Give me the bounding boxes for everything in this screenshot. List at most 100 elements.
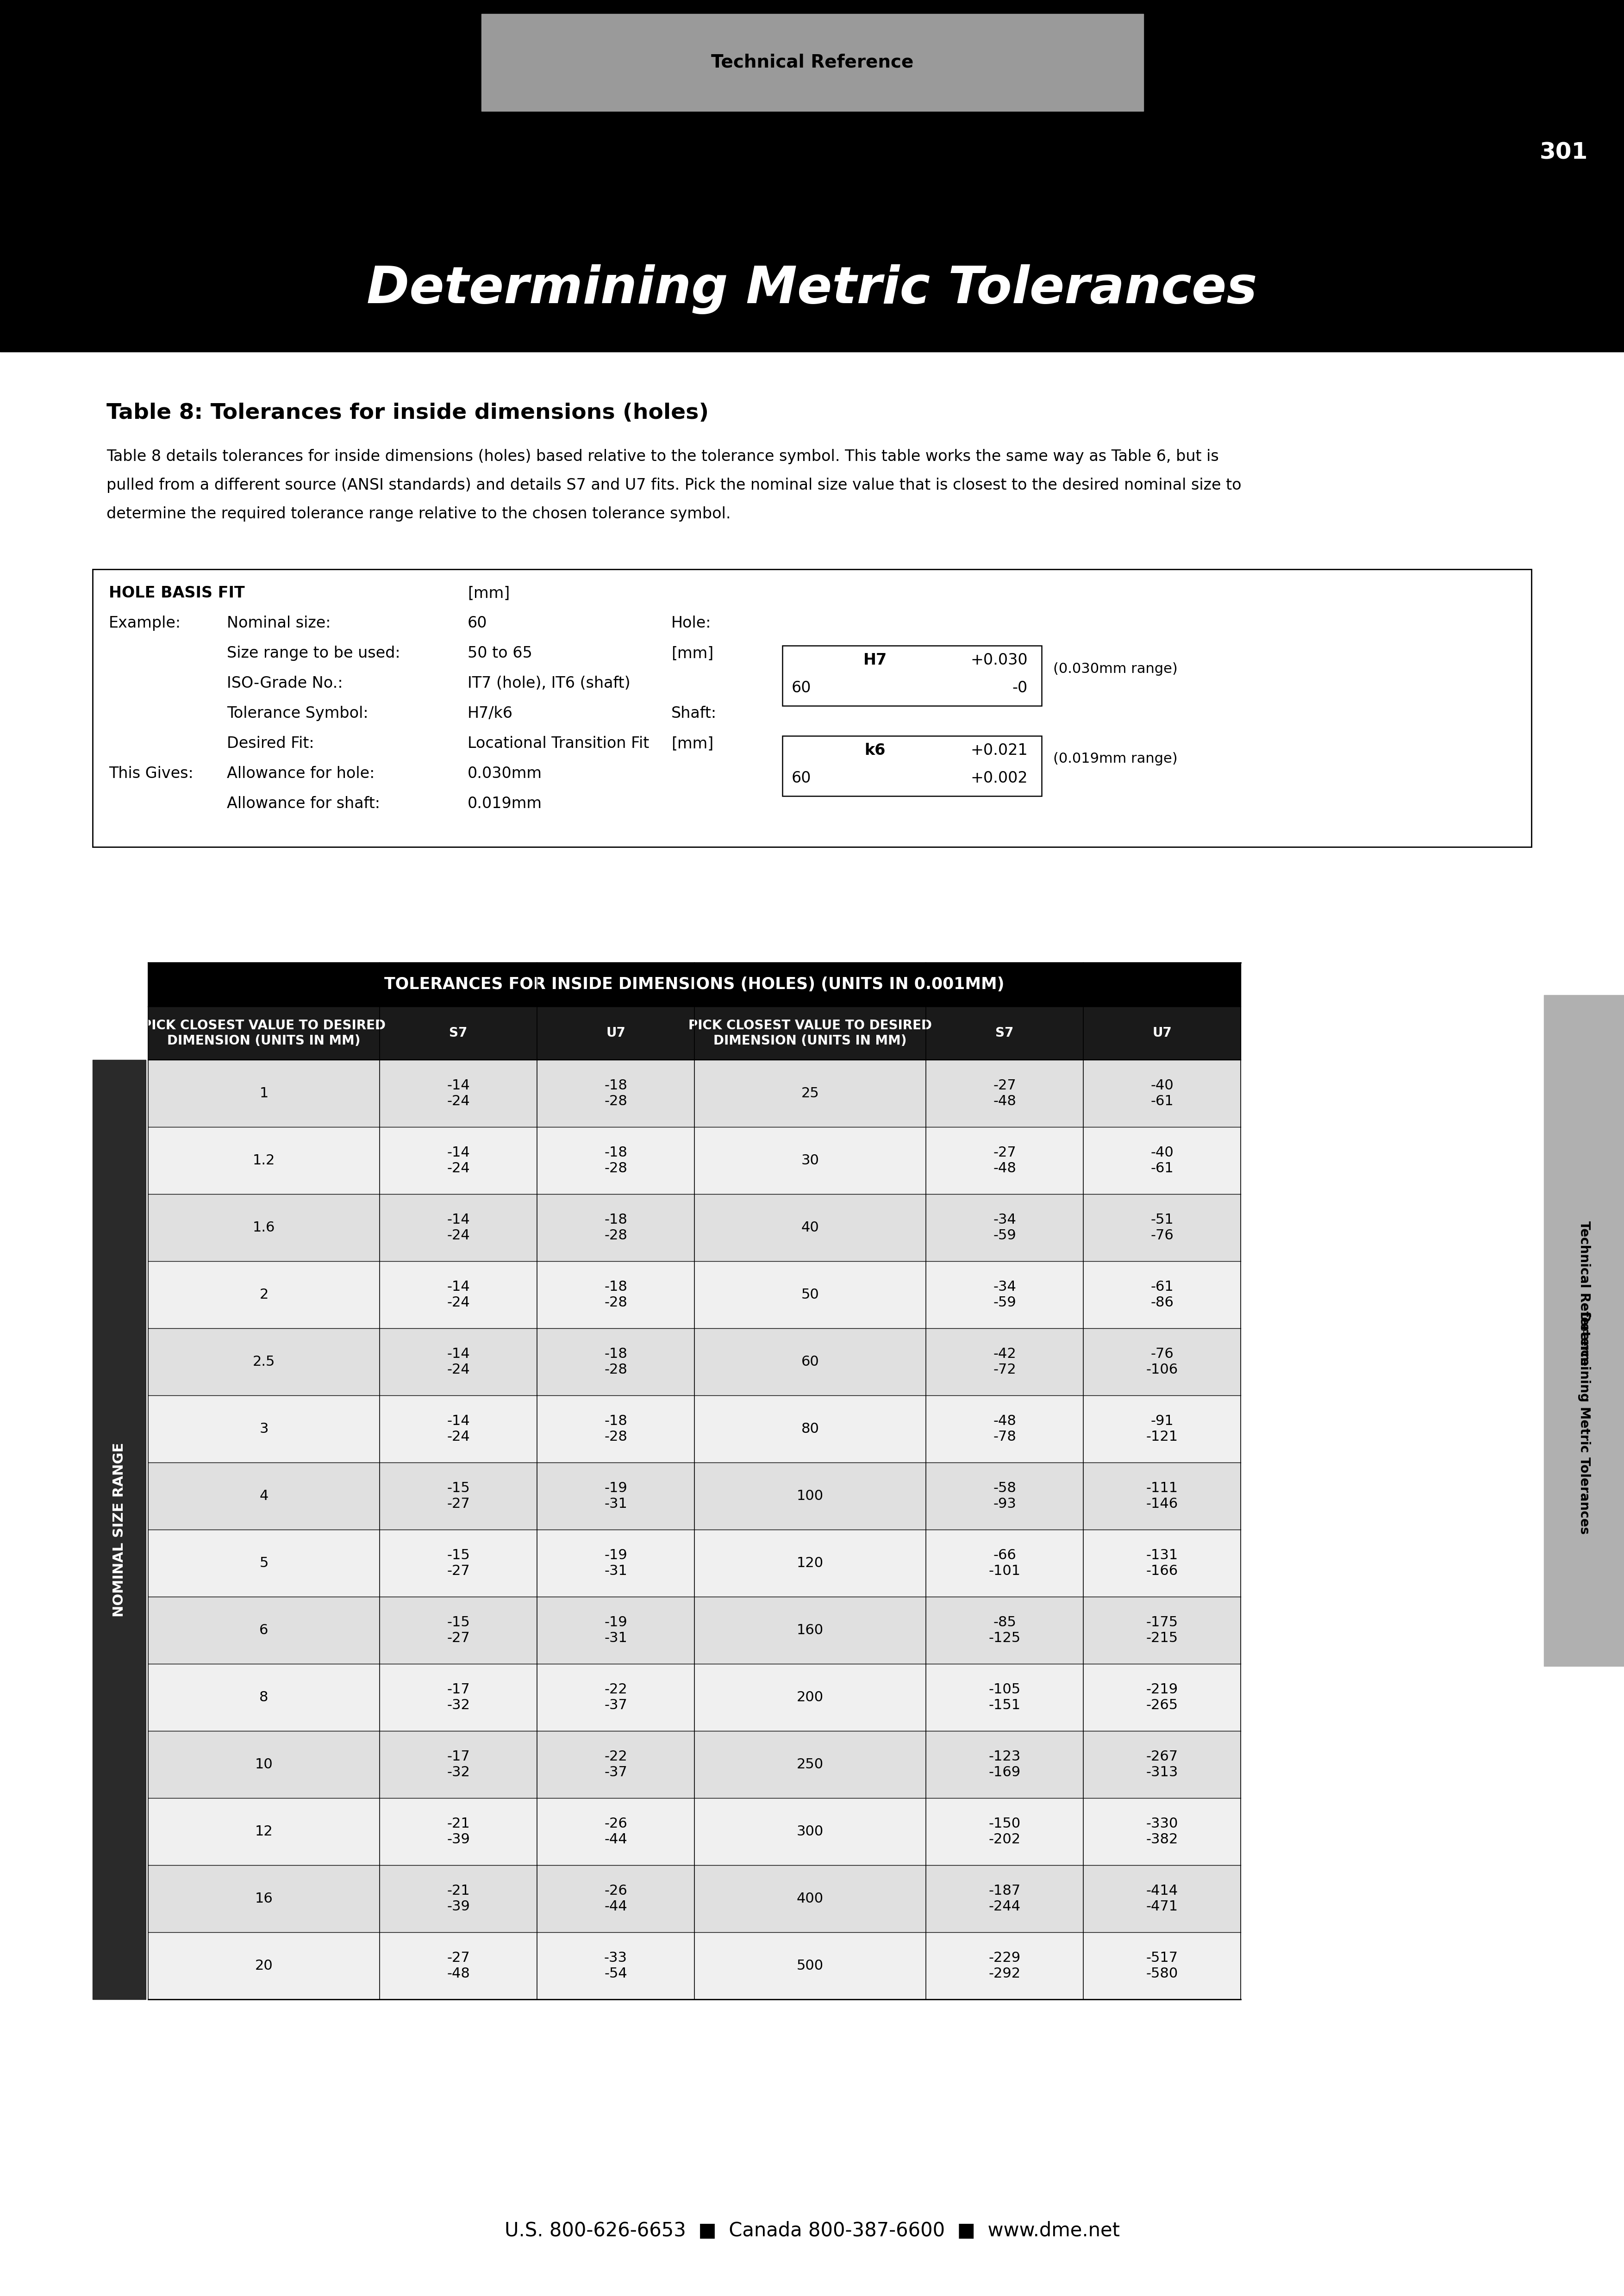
Text: -15
-27: -15 -27 [447,1481,469,1511]
Text: -14
-24: -14 -24 [447,1079,469,1109]
Text: -19
-31: -19 -31 [604,1616,627,1644]
Text: 120: 120 [797,1557,823,1570]
Text: -111
-146: -111 -146 [1147,1481,1177,1511]
Text: 0.019mm: 0.019mm [468,797,542,810]
Text: -414
-471: -414 -471 [1147,1885,1177,1913]
Text: 0.030mm: 0.030mm [468,767,542,781]
Text: [mm]: [mm] [671,645,713,661]
Bar [148,1261,1241,1329]
Text: PICK CLOSEST VALUE TO DESIRED
DIMENSION (UNITS IN MM): PICK CLOSEST VALUE TO DESIRED DIMENSION … [143,1019,385,1047]
Text: -150
-202: -150 -202 [989,1816,1020,1846]
Text: 250: 250 [797,1759,823,1770]
Bar [148,1463,1241,1529]
Text: H7/k6: H7/k6 [468,705,513,721]
Bar [148,1329,1241,1396]
Text: -21
-39: -21 -39 [447,1816,469,1846]
Text: 20: 20 [255,1958,273,1972]
Text: Determining Metric Tolerances: Determining Metric Tolerances [367,264,1257,315]
Bar [481,14,1143,110]
Text: 50: 50 [801,1288,818,1302]
Text: pulled from a different source (ANSI standards) and details S7 and U7 fits. Pick: pulled from a different source (ANSI sta… [107,478,1241,494]
Text: -27
-48: -27 -48 [992,1146,1017,1176]
Text: 3: 3 [260,1421,268,1435]
Text: [mm]: [mm] [671,735,713,751]
Text: U.S. 800-626-6653  ■  Canada 800-387-6600  ■  www.dme.net: U.S. 800-626-6653 ■ Canada 800-387-6600 … [505,2220,1119,2241]
Text: -14
-24: -14 -24 [447,1146,469,1176]
Text: 40: 40 [801,1221,818,1235]
Bar [0,227,1624,351]
Text: 10: 10 [255,1759,273,1770]
Text: U7: U7 [1153,1026,1171,1040]
Text: 30: 30 [801,1155,818,1166]
Text: NOMINAL SIZE RANGE: NOMINAL SIZE RANGE [112,1442,127,1616]
Text: S7: S7 [996,1026,1013,1040]
Text: 2.5: 2.5 [253,1355,274,1368]
Text: -27
-48: -27 -48 [992,1079,1017,1109]
Bar [148,1529,1241,1596]
Text: Technical Reference: Technical Reference [711,53,914,71]
Text: -42
-72: -42 -72 [992,1348,1017,1375]
Text: -17
-32: -17 -32 [447,1683,469,1713]
Text: 16: 16 [255,1892,273,1906]
Text: -123
-169: -123 -169 [989,1750,1020,1779]
Text: -131
-166: -131 -166 [1147,1550,1177,1577]
Text: Tolerance Symbol:: Tolerance Symbol: [227,705,369,721]
Text: -18
-28: -18 -28 [604,1281,627,1309]
Text: Locational Transition Fit: Locational Transition Fit [468,735,650,751]
Text: (0.030mm range): (0.030mm range) [1054,661,1177,675]
Text: -175
-215: -175 -215 [1147,1616,1177,1644]
Text: -14
-24: -14 -24 [447,1281,469,1309]
Text: HOLE BASIS FIT: HOLE BASIS FIT [109,585,245,602]
Text: determine the required tolerance range relative to the chosen tolerance symbol.: determine the required tolerance range r… [107,507,731,521]
Text: -18
-28: -18 -28 [604,1146,627,1176]
Text: 5: 5 [260,1557,268,1570]
Text: 6: 6 [260,1623,268,1637]
Text: -76
-106: -76 -106 [1147,1348,1177,1375]
Bar [93,569,1531,847]
Text: 301: 301 [1540,142,1588,163]
Text: -229
-292: -229 -292 [989,1952,1020,1979]
Text: -14
-24: -14 -24 [447,1414,469,1444]
Text: Desired Fit:: Desired Fit: [227,735,313,751]
Text: 80: 80 [801,1421,818,1435]
Bar [148,1864,1241,1933]
Text: Size range to be used:: Size range to be used: [227,645,400,661]
Text: 60: 60 [791,680,812,696]
Text: -34
-59: -34 -59 [992,1281,1017,1309]
Text: -267
-313: -267 -313 [1147,1750,1177,1779]
Text: -517
-580: -517 -580 [1147,1952,1177,1979]
Text: -14
-24: -14 -24 [447,1212,469,1242]
Text: 300: 300 [797,1825,823,1839]
Text: -22
-37: -22 -37 [604,1750,627,1779]
Text: 200: 200 [797,1690,823,1704]
Text: -51
-76: -51 -76 [1150,1212,1174,1242]
Bar [148,1127,1241,1194]
Text: -34
-59: -34 -59 [992,1212,1017,1242]
Text: 1.6: 1.6 [253,1221,274,1235]
Text: +0.021: +0.021 [971,744,1028,758]
Text: 160: 160 [797,1623,823,1637]
Text: -18
-28: -18 -28 [604,1079,627,1109]
Text: -19
-31: -19 -31 [604,1550,627,1577]
Bar [783,645,1041,705]
Text: 2: 2 [260,1288,268,1302]
Bar [148,1006,1241,1061]
Text: +0.030: +0.030 [971,652,1028,668]
Text: -19
-31: -19 -31 [604,1481,627,1511]
Text: ISO-Grade No.:: ISO-Grade No.: [227,675,343,691]
Text: 60: 60 [801,1355,818,1368]
Text: 8: 8 [260,1690,268,1704]
Text: -18
-28: -18 -28 [604,1212,627,1242]
Text: 400: 400 [797,1892,823,1906]
Text: TOLERANCES FOR INSIDE DIMENSIONS (HOLES) (UNITS IN 0.001MM): TOLERANCES FOR INSIDE DIMENSIONS (HOLES)… [385,976,1005,992]
Text: Allowance for hole:: Allowance for hole: [227,767,375,781]
Text: -66
-101: -66 -101 [989,1550,1020,1577]
Text: -85
-125: -85 -125 [989,1616,1020,1644]
Bar [148,1396,1241,1463]
Text: 60: 60 [791,771,812,785]
Bar [148,1061,1241,1127]
Text: -18
-28: -18 -28 [604,1348,627,1375]
Text: U7: U7 [606,1026,625,1040]
Text: Nominal size:: Nominal size: [227,615,331,631]
Bar [148,1731,1241,1798]
